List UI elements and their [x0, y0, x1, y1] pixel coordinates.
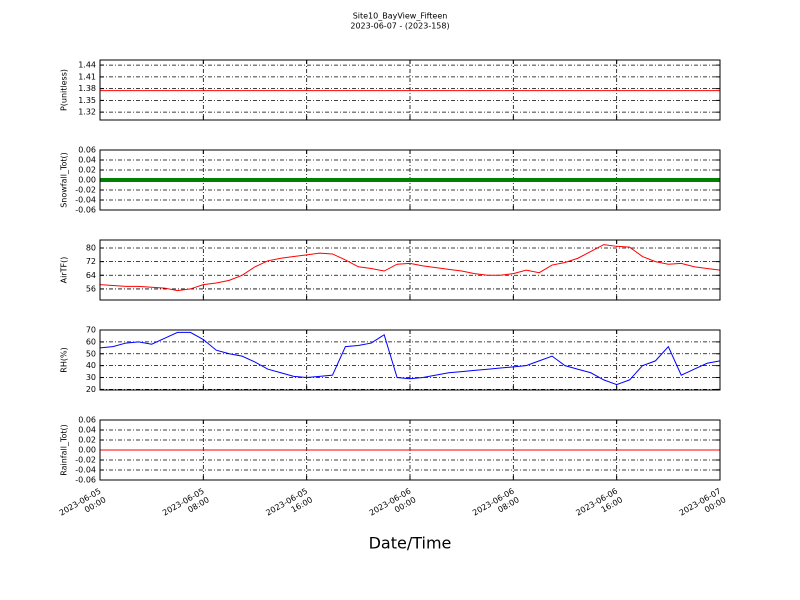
y-axis-label: RH(%)	[60, 347, 69, 372]
plot-frame	[99, 59, 721, 121]
y-tick-label: -0.04	[75, 466, 96, 475]
y-tick-label: 56	[86, 284, 96, 293]
chart-subtitle: 2023-06-07 - (2023-158)	[350, 22, 449, 31]
y-tick-label: 1.44	[78, 61, 96, 70]
x-axis-label: Date/Time	[369, 534, 452, 553]
y-tick-label: 40	[86, 361, 96, 370]
x-tick-label: 2023-06-0700:00	[677, 486, 727, 526]
x-tick-label: 2023-06-0516:00	[264, 486, 314, 526]
x-tick-label: 2023-06-0508:00	[161, 486, 211, 526]
y-tick-label: 0.02	[78, 436, 96, 445]
y-tick-label: 0.00	[78, 176, 96, 185]
y-tick-label: 72	[86, 257, 96, 266]
y-tick-label: 0.06	[78, 146, 96, 155]
y-tick-label: 0.04	[78, 426, 96, 435]
x-tick-label: 2023-06-0608:00	[471, 486, 521, 526]
y-tick-label: -0.02	[75, 186, 96, 195]
y-axis-label: Snowfall_Tot()	[60, 152, 69, 208]
data-line	[99, 244, 721, 292]
y-tick-label: 1.38	[78, 84, 96, 93]
x-tick-label: 2023-06-0600:00	[367, 486, 417, 526]
y-tick-label: -0.06	[75, 206, 96, 215]
y-tick-label: 64	[86, 271, 96, 280]
x-tick-label: 2023-06-0500:00	[57, 486, 107, 526]
y-tick-label: 1.41	[78, 72, 96, 81]
y-tick-label: 1.35	[78, 96, 96, 105]
y-tick-label: -0.06	[75, 476, 96, 485]
y-axis-label: P(unitless)	[60, 69, 69, 111]
plot-frame	[99, 149, 721, 211]
chart-title: Site10_BayView_Fifteen	[353, 12, 448, 21]
plot-frame	[99, 239, 721, 301]
y-axis-label: Rainfall_Tot()	[60, 424, 69, 476]
y-tick-label: 0.02	[78, 166, 96, 175]
y-tick-label: -0.04	[75, 196, 96, 205]
y-tick-label: 50	[86, 349, 96, 358]
plot-frame	[99, 329, 721, 391]
y-tick-label: 80	[86, 244, 96, 253]
y-tick-label: 1.32	[78, 108, 96, 117]
y-tick-label: -0.02	[75, 456, 96, 465]
y-tick-label: 60	[86, 337, 96, 346]
x-tick-label: 2023-06-0616:00	[574, 486, 624, 526]
data-line	[99, 331, 721, 386]
plot-frame	[99, 419, 721, 481]
y-axis-label: AirTF()	[60, 257, 69, 284]
y-tick-label: 70	[86, 326, 96, 335]
y-tick-label: 0.00	[78, 446, 96, 455]
y-tick-label: 30	[86, 373, 96, 382]
y-tick-label: 0.04	[78, 156, 96, 165]
y-tick-label: 0.06	[78, 416, 96, 425]
y-tick-label: 20	[86, 385, 96, 394]
